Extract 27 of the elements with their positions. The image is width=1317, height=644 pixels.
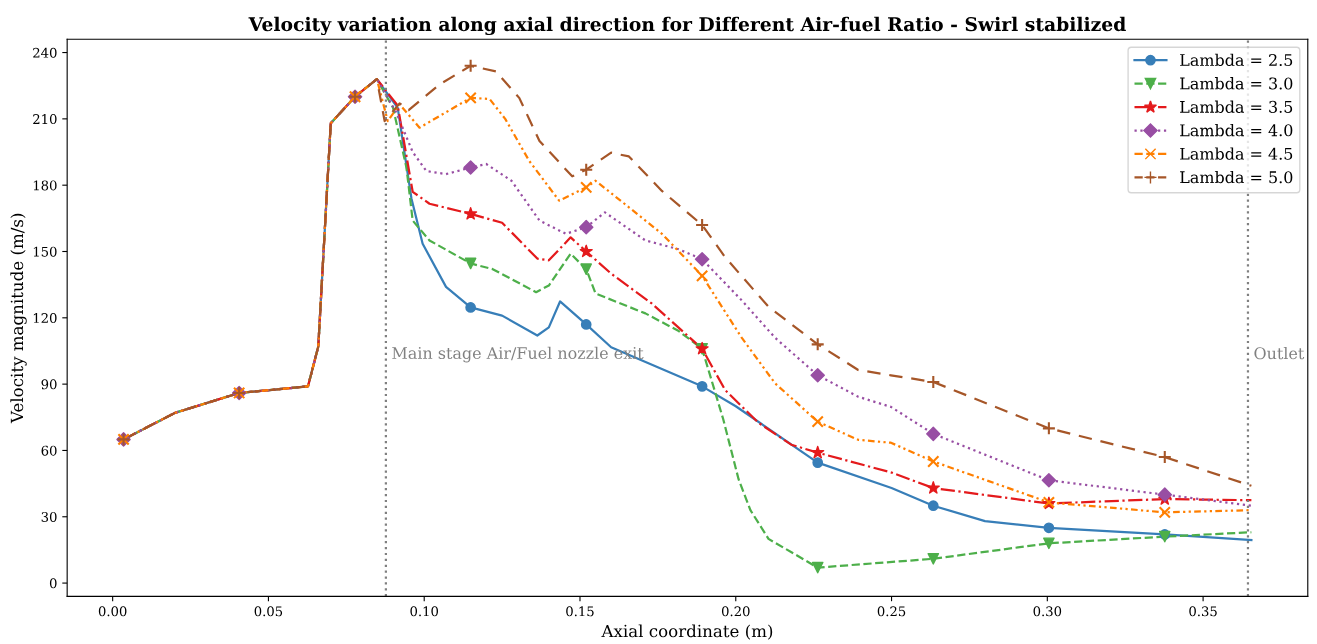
chart-title: Velocity variation along axial direction for Different Air-fuel Ratio - Swirl stabilized (248, 16, 1126, 36)
y-tick-label: 240 (33, 47, 57, 58)
x-axis-title: Axial coordinate (m) (601, 624, 773, 640)
x-tick-label: 0.25 (877, 606, 906, 617)
x-tick-label: 0.00 (98, 606, 127, 617)
legend-label: Lambda = 4.0 (1180, 123, 1293, 137)
legend-label: Lambda = 3.0 (1180, 77, 1293, 90)
ref-line-label: Outlet (1254, 346, 1305, 360)
y-tick-label: 210 (33, 114, 57, 125)
y-tick-label: 180 (33, 180, 57, 191)
y-tick-label: 120 (33, 313, 57, 324)
y-tick-label: 30 (41, 511, 57, 522)
x-tick-label: 0.20 (721, 606, 750, 617)
y-tick-label: 150 (33, 246, 57, 257)
legend-label: Lambda = 2.5 (1180, 53, 1293, 67)
legend-label: Lambda = 4.5 (1180, 147, 1293, 160)
legend-label: Lambda = 5.0 (1180, 170, 1293, 184)
x-tick-label: 0.15 (566, 606, 594, 617)
y-axis-title: Velocity magnitude (m/s) (10, 213, 27, 424)
x-tick-label: 0.05 (254, 606, 283, 617)
y-tick-label: 90 (41, 379, 57, 390)
x-tick-label: 0.30 (1033, 606, 1062, 617)
legend-label: Lambda = 3.5 (1180, 100, 1293, 113)
y-tick-label: 0 (49, 578, 57, 589)
x-tick-label: 0.35 (1189, 606, 1217, 617)
x-tick-label: 0.10 (410, 606, 439, 617)
y-tick-label: 60 (41, 445, 57, 456)
